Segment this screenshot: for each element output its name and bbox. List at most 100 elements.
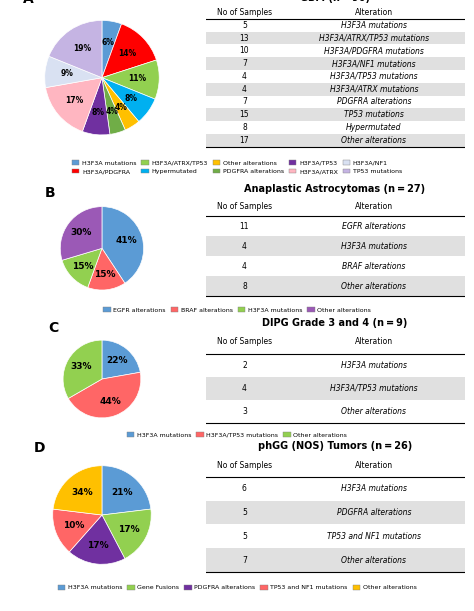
FancyBboxPatch shape [206,32,465,45]
Text: GBM (n = 90): GBM (n = 90) [300,0,370,3]
Text: 41%: 41% [116,236,137,246]
Text: 4: 4 [242,72,247,81]
Legend: H3F3A mutations, H3F3A/PDGFRA, H3F3A/ATRX/TP53, Hypermutated, Other alterations,: H3F3A mutations, H3F3A/PDGFRA, H3F3A/ATR… [72,160,402,174]
Text: 17: 17 [239,136,249,145]
Text: 7: 7 [242,59,247,68]
Text: H3F3A/NF1 mutations: H3F3A/NF1 mutations [332,59,416,68]
Wedge shape [82,78,110,135]
Text: 19%: 19% [73,44,91,53]
Text: 7: 7 [242,555,247,565]
Wedge shape [69,515,125,565]
Text: 2: 2 [242,360,247,370]
FancyBboxPatch shape [206,400,465,423]
Text: 4: 4 [242,85,247,93]
Text: BRAF alterations: BRAF alterations [342,262,406,271]
FancyBboxPatch shape [206,548,465,572]
FancyBboxPatch shape [206,121,465,134]
Text: 4: 4 [242,242,247,251]
Wedge shape [102,78,139,130]
Text: 10%: 10% [63,521,84,530]
Wedge shape [88,248,125,290]
Wedge shape [102,340,140,379]
Wedge shape [63,340,102,398]
Text: H3F3A/PDGFRA mutations: H3F3A/PDGFRA mutations [324,46,424,56]
Text: Alteration: Alteration [355,202,393,211]
Text: 3: 3 [242,407,247,416]
Text: phGG (NOS) Tumors (n = 26): phGG (NOS) Tumors (n = 26) [258,441,412,451]
Wedge shape [45,56,102,87]
Text: 5: 5 [242,508,247,517]
Text: 17%: 17% [66,96,84,105]
Text: EGFR alterations: EGFR alterations [342,222,406,231]
Text: 15%: 15% [94,269,116,279]
Text: 4%: 4% [105,108,118,116]
Text: 8%: 8% [124,94,137,103]
Text: 5: 5 [242,21,247,30]
Text: 10: 10 [239,46,249,56]
FancyBboxPatch shape [206,236,465,257]
FancyBboxPatch shape [206,95,465,108]
Wedge shape [102,60,159,99]
Wedge shape [102,78,125,134]
Text: 4%: 4% [114,103,127,112]
Wedge shape [102,20,121,78]
Text: 5: 5 [242,532,247,541]
Text: 9%: 9% [60,70,73,78]
FancyBboxPatch shape [206,134,465,147]
Text: PDGFRA alterations: PDGFRA alterations [337,98,411,106]
Text: No of Samples: No of Samples [217,8,272,17]
Text: A: A [23,0,34,5]
Text: No of Samples: No of Samples [217,337,272,346]
FancyBboxPatch shape [206,216,465,236]
Wedge shape [68,372,141,418]
Legend: EGFR alterations, BRAF alterations, H3F3A mutations, Other alterations: EGFR alterations, BRAF alterations, H3F3… [103,307,371,313]
Text: H3F3A mutations: H3F3A mutations [341,485,407,494]
Text: Other alterations: Other alterations [341,407,406,416]
Text: H3F3A/TP53 mutations: H3F3A/TP53 mutations [330,384,418,393]
Text: 21%: 21% [111,488,133,497]
Text: 15: 15 [239,110,249,119]
Text: 17%: 17% [118,525,140,533]
Wedge shape [46,78,102,131]
Wedge shape [102,509,151,558]
Wedge shape [62,248,102,288]
Text: 8: 8 [242,123,247,132]
Text: No of Samples: No of Samples [217,202,272,211]
FancyBboxPatch shape [206,108,465,121]
Text: 22%: 22% [107,356,128,365]
Wedge shape [49,20,102,78]
Text: 8%: 8% [92,109,105,117]
Text: 33%: 33% [70,362,92,371]
Text: H3F3A mutations: H3F3A mutations [341,21,407,30]
Wedge shape [102,78,155,122]
FancyBboxPatch shape [206,82,465,95]
Text: DIPG Grade 3 and 4 (n = 9): DIPG Grade 3 and 4 (n = 9) [262,318,408,329]
Text: PDGFRA alterations: PDGFRA alterations [337,508,411,517]
Text: Alteration: Alteration [355,461,393,470]
FancyBboxPatch shape [206,354,465,377]
Text: Other alterations: Other alterations [341,555,406,565]
FancyBboxPatch shape [206,477,465,501]
Text: 34%: 34% [71,488,92,497]
FancyBboxPatch shape [206,276,465,296]
FancyBboxPatch shape [206,501,465,524]
Text: 8: 8 [242,282,247,291]
Text: 14%: 14% [118,48,137,57]
Wedge shape [102,24,156,78]
Text: 4: 4 [242,262,247,271]
Text: 44%: 44% [100,397,121,406]
Text: Other alterations: Other alterations [341,136,406,145]
Text: B: B [45,186,55,200]
Text: 15%: 15% [73,262,94,271]
Text: Anaplastic Astrocytomas (n = 27): Anaplastic Astrocytomas (n = 27) [245,184,426,194]
Legend: H3F3A mutations, H3F3A/TP53 mutations, Other alterations: H3F3A mutations, H3F3A/TP53 mutations, O… [127,432,347,437]
Text: 11: 11 [240,222,249,231]
Text: H3F3A/ATRX/TP53 mutations: H3F3A/ATRX/TP53 mutations [319,34,429,43]
Wedge shape [53,509,102,552]
Text: TP53 and NF1 mutations: TP53 and NF1 mutations [327,532,421,541]
Text: 6: 6 [242,485,247,494]
Text: TP53 mutations: TP53 mutations [344,110,404,119]
FancyBboxPatch shape [206,524,465,548]
FancyBboxPatch shape [206,377,465,400]
FancyBboxPatch shape [206,57,465,70]
